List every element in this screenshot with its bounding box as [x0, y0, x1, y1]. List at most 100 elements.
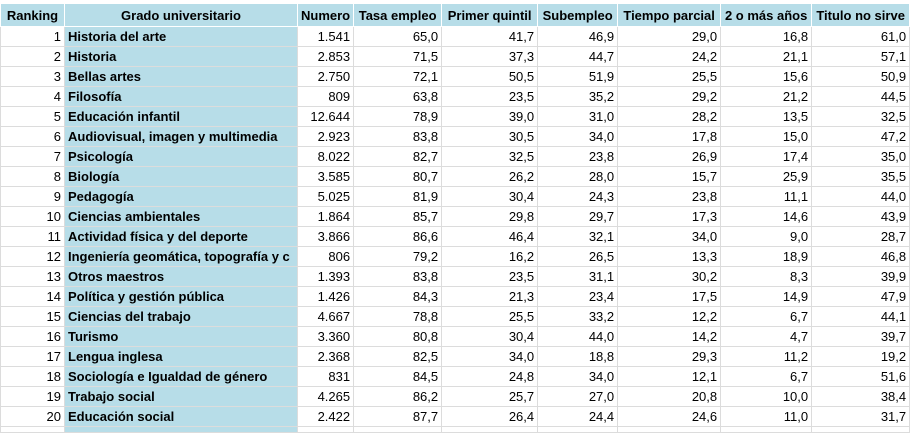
cell-titulo-no-sirve[interactable]: 44,1	[811, 306, 911, 327]
cell-titulo-no-sirve[interactable]: 47,9	[811, 286, 911, 307]
cell-tasa-empleo[interactable]: 82,7	[353, 146, 443, 167]
table-row[interactable]: 5 Educación infantil 12.644 78,9 39,0 31,0 28,…	[0, 106, 911, 127]
cell-dos-o-mas-anos[interactable]: 15,6	[720, 66, 813, 87]
cell-dos-o-mas-anos[interactable]: 15,0	[720, 126, 813, 147]
cell-dos-o-mas-anos[interactable]: 4,7	[720, 326, 813, 347]
cell-titulo-no-sirve[interactable]: 50,9	[811, 66, 911, 87]
cell-tiempo-parcial[interactable]: 23,8	[617, 186, 722, 207]
table-row[interactable]: 11 Actividad física y del deporte 3.866 86,…	[0, 226, 911, 247]
cell-tasa-empleo[interactable]: 83,8	[353, 126, 443, 147]
table-row[interactable]: 18 Sociología e Igualdad de género 831 84,5…	[0, 366, 911, 387]
cell-dos-o-mas-anos[interactable]: 6,7	[720, 366, 813, 387]
table-row[interactable]: 12 Ingeniería geomática, topografía y c 80…	[0, 246, 911, 267]
cell-titulo-no-sirve[interactable]: 19,2	[811, 346, 911, 367]
cell-grado[interactable]: Educación social	[64, 406, 298, 427]
cell-titulo-no-sirve[interactable]: 39,7	[811, 326, 911, 347]
cell-titulo-no-sirve[interactable]: 61,0	[811, 26, 911, 47]
cell-numero[interactable]: 4.265	[296, 386, 355, 407]
cell-tiempo-parcial[interactable]: 26,9	[617, 146, 722, 167]
cell-tasa-empleo[interactable]: 79,2	[353, 246, 443, 267]
cell-numero[interactable]: 2.923	[296, 126, 355, 147]
cell-numero[interactable]: 806	[296, 246, 355, 267]
cell-numero[interactable]: 2.422	[296, 406, 355, 427]
cell-grado[interactable]: Ciencias del trabajo	[64, 306, 298, 327]
cell-subempleo[interactable]: 26,5	[537, 246, 619, 267]
cell-numero[interactable]: 1.393	[296, 266, 355, 287]
cell-subempleo[interactable]: 18,8	[537, 346, 619, 367]
table-row[interactable]: 10 Ciencias ambientales 1.864 85,7 29,8 29,7 1…	[0, 206, 911, 227]
cell-primer-quintil[interactable]: 25,7	[441, 386, 539, 407]
cell-primer-quintil[interactable]: 37,3	[441, 46, 539, 67]
cell-ranking[interactable]: 9	[0, 186, 65, 207]
cell-grado[interactable]: Política y gestión pública	[64, 286, 298, 307]
cell-subempleo[interactable]: 34,0	[537, 366, 619, 387]
cell-dos-o-mas-anos[interactable]: 21,1	[720, 46, 813, 67]
table-row[interactable]: 19 Trabajo social 4.265 86,2 25,7 27,0 20,8 10,…	[0, 386, 911, 407]
cell-dos-o-mas-anos[interactable]: 11,0	[720, 406, 813, 427]
cell-tasa-empleo[interactable]: 63,8	[353, 86, 443, 107]
cell-titulo-no-sirve[interactable]: 44,0	[811, 186, 911, 207]
cell-primer-quintil[interactable]: 23,5	[441, 86, 539, 107]
cell-subempleo[interactable]: 51,9	[537, 66, 619, 87]
cell-grado[interactable]: Otros maestros	[64, 266, 298, 287]
cell-primer-quintil[interactable]: 26,2	[441, 166, 539, 187]
cell-titulo-no-sirve[interactable]: 32,5	[811, 106, 911, 127]
cell-tasa-empleo[interactable]: 78,8	[353, 306, 443, 327]
cell-tiempo-parcial[interactable]: 13,3	[617, 246, 722, 267]
cell-grado[interactable]: Biología	[64, 166, 298, 187]
cell-tasa-empleo[interactable]: 71,5	[353, 46, 443, 67]
cell-subempleo[interactable]: 33,2	[537, 306, 619, 327]
cell-dos-o-mas-anos[interactable]: 14,9	[720, 286, 813, 307]
cell-numero[interactable]: 2.853	[296, 46, 355, 67]
cell-ranking[interactable]: 20	[0, 406, 65, 427]
cell-ranking[interactable]: 5	[0, 106, 65, 127]
table-row[interactable]: 20 Educación social 2.422 87,7 26,4 24,4 24,6 1…	[0, 406, 911, 427]
table-row[interactable]: 17 Lengua inglesa 2.368 82,5 34,0 18,8 29,3 11,…	[0, 346, 911, 367]
cell-grado[interactable]: Historia	[64, 46, 298, 67]
cell-titulo-no-sirve[interactable]: 46,8	[811, 246, 911, 267]
cell-primer-quintil[interactable]: 50,5	[441, 66, 539, 87]
cell-dos-o-mas-anos[interactable]: 9,0	[720, 226, 813, 247]
cell-ranking[interactable]: 16	[0, 326, 65, 347]
cell-subempleo[interactable]: 34,0	[537, 126, 619, 147]
header-cell-numero[interactable]: Numero	[296, 3, 355, 27]
header-cell-titulo-no-sirve[interactable]: Titulo no sirve	[811, 3, 911, 27]
table-row[interactable]: 8 Biología 3.585 80,7 26,2 28,0 15,7 25,9 35,5	[0, 166, 911, 187]
cell-dos-o-mas-anos[interactable]: 11,2	[720, 346, 813, 367]
table-row[interactable]: 6 Audiovisual, imagen y multimedia 2.923 83…	[0, 126, 911, 147]
cell-tasa-empleo[interactable]: 72,1	[353, 66, 443, 87]
header-cell-grado[interactable]: Grado universitario	[64, 3, 298, 27]
cell-ranking[interactable]: 7	[0, 146, 65, 167]
cell-dos-o-mas-anos[interactable]: 16,8	[720, 26, 813, 47]
cell-dos-o-mas-anos[interactable]: 21,2	[720, 86, 813, 107]
cell-primer-quintil[interactable]: 39,0	[441, 106, 539, 127]
cell-numero[interactable]: 1.541	[296, 26, 355, 47]
cell-ranking[interactable]: 11	[0, 226, 65, 247]
cell-subempleo[interactable]: 24,3	[537, 186, 619, 207]
cell-grado[interactable]: Ingeniería geomática, topografía y c	[64, 246, 298, 267]
cell-titulo-no-sirve[interactable]: 35,5	[811, 166, 911, 187]
cell-subempleo[interactable]: 23,8	[537, 146, 619, 167]
cell-primer-quintil[interactable]: 26,4	[441, 406, 539, 427]
cell-tasa-empleo[interactable]: 78,9	[353, 106, 443, 127]
cell-numero[interactable]: 1.864	[296, 206, 355, 227]
cell-subempleo[interactable]: 35,2	[537, 86, 619, 107]
cell-primer-quintil[interactable]: 32,5	[441, 146, 539, 167]
cell-grado[interactable]: Filosofía	[64, 86, 298, 107]
cell-tasa-empleo[interactable]: 81,9	[353, 186, 443, 207]
cell-primer-quintil[interactable]: 25,5	[441, 306, 539, 327]
cell-ranking[interactable]: 19	[0, 386, 65, 407]
table-row[interactable]: 4 Filosofía 809 63,8 23,5 35,2 29,2 21,2 44,5	[0, 86, 911, 107]
cell-primer-quintil[interactable]: 23,5	[441, 266, 539, 287]
cell-tiempo-parcial[interactable]: 20,8	[617, 386, 722, 407]
cell-tasa-empleo[interactable]: 86,2	[353, 386, 443, 407]
cell-ranking[interactable]: 10	[0, 206, 65, 227]
cell-tiempo-parcial[interactable]: 25,5	[617, 66, 722, 87]
cell-numero[interactable]: 4.667	[296, 306, 355, 327]
cell-dos-o-mas-anos[interactable]: 10,0	[720, 386, 813, 407]
cell-subempleo[interactable]: 44,7	[537, 46, 619, 67]
cell-grado[interactable]: Psicología	[64, 146, 298, 167]
cell-ranking[interactable]: 17	[0, 346, 65, 367]
cell-ranking[interactable]: 18	[0, 366, 65, 387]
cell-tasa-empleo[interactable]: 87,7	[353, 406, 443, 427]
